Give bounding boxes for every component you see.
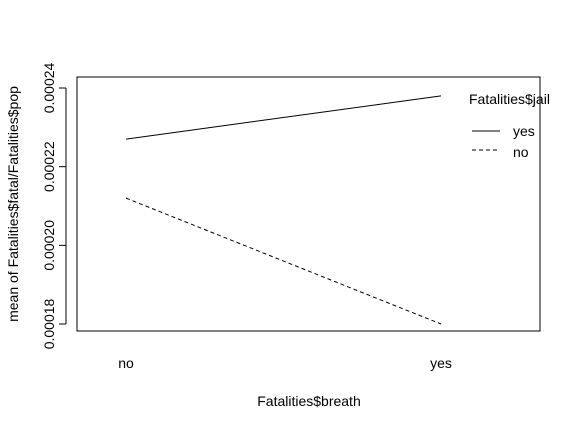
legend: Fatalities$jail yes no xyxy=(469,91,550,160)
x-axis-label: Fatalities$breath xyxy=(257,393,361,409)
series-line-yes xyxy=(126,96,441,139)
y-tick-label-1: 0.00020 xyxy=(41,220,57,271)
series-line-no xyxy=(126,198,441,324)
legend-entry-no: no xyxy=(513,144,529,160)
series-layer xyxy=(126,96,441,324)
plot-area-frame xyxy=(77,77,540,331)
x-tick-label-1: yes xyxy=(430,355,452,371)
y-axis: 0.00018 0.00020 0.00022 0.00024 xyxy=(41,62,66,349)
y-tick-label-0: 0.00018 xyxy=(41,298,57,349)
legend-title: Fatalities$jail xyxy=(469,91,550,107)
y-tick-label-3: 0.00024 xyxy=(41,62,57,113)
y-axis-label: mean of Fatalities$fatal/Fatalities$pop xyxy=(5,86,21,322)
legend-entry-yes: yes xyxy=(513,123,535,139)
y-tick-label-2: 0.00022 xyxy=(41,141,57,192)
x-tick-label-0: no xyxy=(118,355,134,371)
